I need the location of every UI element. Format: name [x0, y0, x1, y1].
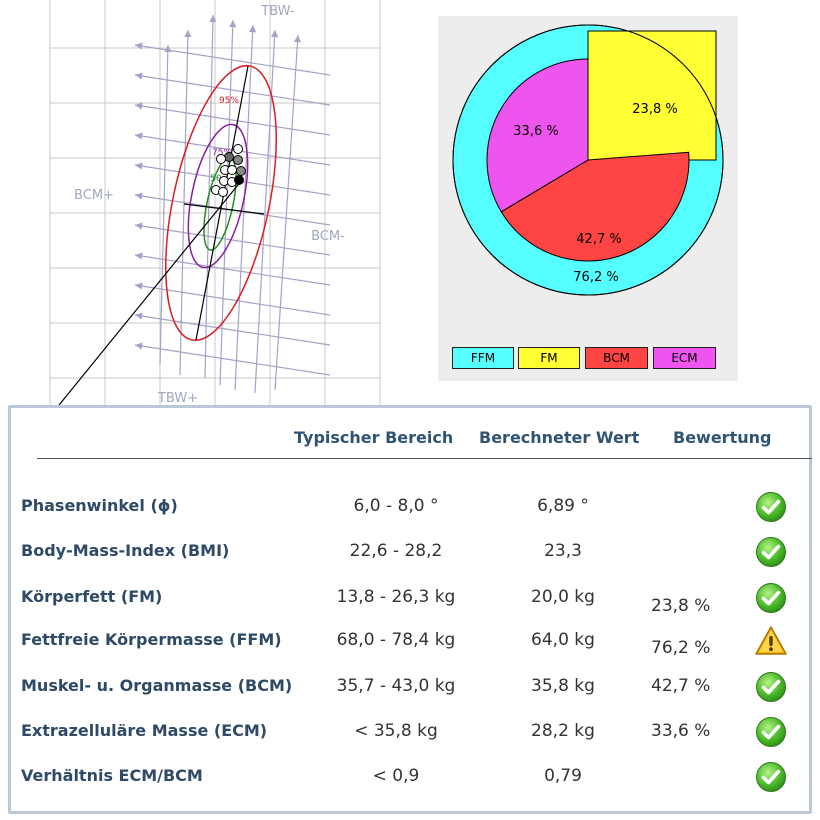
row-label: Verhältnis ECM/BCM [21, 766, 203, 785]
vector-line [54, 179, 243, 410]
row-range: < 35,8 kg [354, 721, 438, 741]
row-label: Muskel- u. Organmasse (BCM) [21, 676, 293, 695]
pie-outline [452, 24, 724, 296]
legend-ffm: FFM [452, 347, 514, 369]
pct75-label: 75% [212, 148, 232, 158]
header-typical-range: Typischer Bereich [294, 428, 454, 447]
check-circle-icon [756, 583, 786, 613]
tbw-plus-label: TBW+ [157, 391, 198, 406]
check-circle-icon [756, 492, 786, 522]
row-value: 0,79 [544, 766, 582, 786]
bcm-minus-label: BCM- [311, 229, 345, 244]
slice-fm [587, 30, 717, 161]
row-percent: 76,2 % [651, 638, 711, 658]
bcm-arrow [134, 342, 331, 376]
ellipse-75 [187, 123, 249, 269]
slice-label-fm: 23,8 % [632, 102, 677, 117]
bcm-plus-label: BCM+ [74, 188, 114, 203]
header-rating: Bewertung [673, 428, 772, 447]
legend-fm: FM [518, 347, 580, 369]
row-value: 20,0 kg [531, 587, 595, 607]
row-label: Körperfett (FM) [21, 587, 163, 606]
row-percent: 23,8 % [651, 596, 711, 616]
point [233, 144, 243, 154]
row-range: 22,6 - 28,2 [349, 541, 443, 561]
ellipse-95 [165, 64, 277, 342]
tbw-arrow [274, 34, 302, 391]
table-row: Body-Mass-Index (BMI) 22,6 - 28,2 23,3 [11, 536, 809, 567]
row-label: Phasenwinkel (ϕ) [21, 496, 178, 515]
row-range: 68,0 - 78,4 kg [336, 630, 456, 650]
table-row: Fettfreie Körpermasse (FFM) 68,0 - 78,4 … [11, 625, 809, 658]
row-value: 23,3 [544, 541, 582, 561]
table-row: Körperfett (FM) 13,8 - 26,3 kg 20,0 kg 2… [11, 582, 809, 616]
table-row: Extrazelluläre Masse (ECM) < 35,8 kg 28,… [11, 716, 809, 747]
point [218, 187, 228, 197]
row-range: 35,7 - 43,0 kg [336, 676, 456, 696]
row-value: 64,0 kg [531, 630, 595, 650]
legend-ecm: ECM [653, 347, 716, 369]
header-calculated-value: Berechneter Wert [479, 428, 640, 447]
row-value: 28,2 kg [531, 721, 595, 741]
tbw-axis [195, 65, 249, 341]
tbw-arrow [254, 29, 279, 394]
check-circle-icon [756, 762, 786, 792]
row-range: 6,0 - 8,0 ° [353, 496, 439, 516]
point [216, 154, 226, 164]
slice-ecm [486, 58, 589, 213]
tbw-arrow [234, 24, 257, 391]
pct95-label: 95% [219, 96, 239, 106]
warning-triangle-icon [755, 626, 787, 655]
bcm-axis [183, 203, 265, 215]
table-row: Phasenwinkel (ϕ) 6,0 - 8,0 ° 6,89 ° [11, 491, 809, 522]
slice-label-ecm: 33,6 % [513, 124, 558, 139]
point [233, 155, 243, 165]
tbw-minus-label: TBW- [260, 4, 295, 19]
row-percent: 42,7 % [651, 676, 711, 696]
row-label: Fettfreie Körpermasse (FFM) [21, 630, 282, 649]
slice-label-ffm: 76,2 % [573, 270, 618, 285]
pct50-label: 50 [210, 174, 222, 184]
row-value: 6,89 ° [537, 496, 589, 516]
rxc-graph: TBW- TBW+ BCM+ BCM- 95% 75% 50 [49, 0, 381, 410]
legend-bcm: BCM [585, 347, 648, 369]
bcm-arrow [134, 42, 331, 76]
bcm-arrow [134, 72, 331, 106]
row-percent: 33,6 % [651, 721, 711, 741]
slice-bcm [500, 151, 690, 262]
point [234, 175, 244, 185]
row-range: 13,8 - 26,3 kg [336, 587, 456, 607]
pie-chart-panel: 76,2 % 23,8 % 42,7 % 33,6 % [438, 16, 738, 381]
measurement-points [211, 144, 246, 197]
results-table: Typischer Bereich Berechneter Wert Bewer… [8, 405, 812, 814]
table-row: Verhältnis ECM/BCM < 0,9 0,79 [11, 761, 809, 792]
header-divider [37, 458, 812, 459]
bcm-arrow [134, 102, 331, 136]
row-label: Body-Mass-Index (BMI) [21, 541, 230, 560]
bcm-arrow [134, 252, 331, 286]
check-circle-icon [756, 672, 786, 702]
row-range: < 0,9 [372, 766, 420, 786]
tbw-arrow [159, 44, 172, 366]
row-value: 35,8 kg [531, 676, 595, 696]
check-circle-icon [756, 537, 786, 567]
table-row: Muskel- u. Organmasse (BCM) 35,7 - 43,0 … [11, 671, 809, 702]
bcm-arrow [134, 312, 331, 346]
slice-label-bcm: 42,7 % [576, 232, 621, 247]
check-circle-icon [756, 717, 786, 747]
row-label: Extrazelluläre Masse (ECM) [21, 721, 268, 740]
